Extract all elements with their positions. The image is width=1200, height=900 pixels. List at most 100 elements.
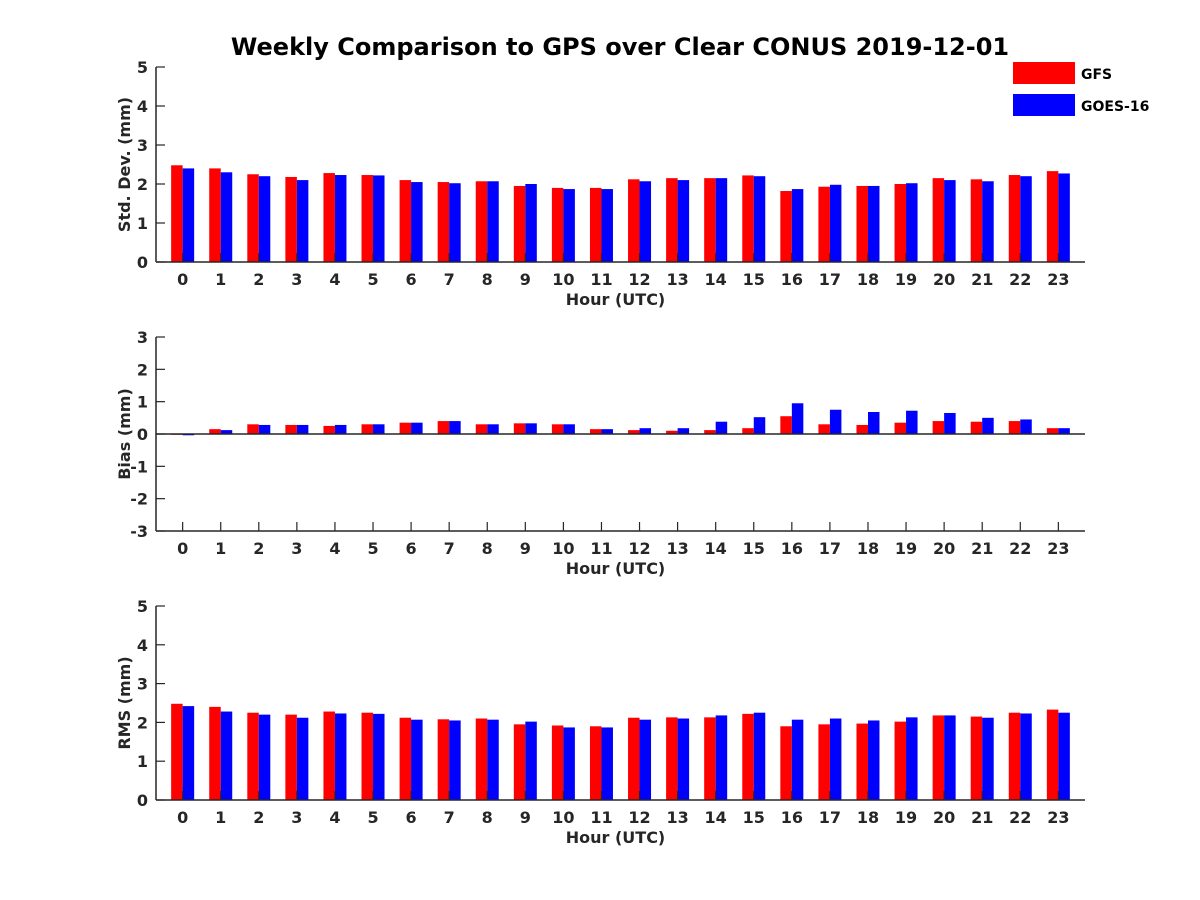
bias-bar-goes16-8 [487, 424, 499, 434]
std-dev-bar-goes16-8 [487, 181, 499, 262]
rms-bar-gfs-22 [1008, 712, 1021, 800]
std-dev-x-tick-label: 9 [520, 270, 531, 289]
rms-y-axis-label: RMS (mm) [115, 656, 134, 749]
std-dev-x-tick-label: 11 [590, 270, 612, 289]
rms-x-tick-label: 21 [971, 808, 993, 827]
rms-bar-gfs-4 [323, 711, 335, 800]
std-dev-bar-goes16-7 [449, 183, 461, 262]
bias-bar-goes16-2 [258, 424, 271, 434]
std-dev-x-tick-label: 23 [1047, 270, 1069, 289]
rms-bar-goes16-2 [258, 714, 271, 800]
bias-bar-gfs-4 [323, 425, 335, 434]
rms-x-tick-label: 13 [666, 808, 688, 827]
rms-bar-goes16-14 [715, 715, 728, 800]
rms-x-tick-label: 12 [628, 808, 650, 827]
rms-bar-gfs-0 [171, 703, 183, 800]
rms-bar-goes16-10 [563, 727, 575, 800]
std-dev-bar-gfs-7 [437, 182, 450, 262]
rms-bar-gfs-13 [666, 717, 678, 800]
bias-y-tick-label: 0 [137, 425, 148, 444]
std-dev-bar-gfs-10 [551, 187, 564, 262]
bias-bar-goes16-6 [411, 422, 423, 434]
std-dev-bar-goes16-17 [829, 184, 842, 262]
bias-bar-gfs-18 [856, 424, 868, 434]
rms-bar-gfs-9 [513, 724, 526, 800]
bias-x-tick-label: 13 [666, 539, 688, 558]
bias-y-tick-label: 1 [137, 393, 148, 412]
rms-x-tick-label: 11 [590, 808, 612, 827]
bias-x-tick-label: 17 [819, 539, 841, 558]
bias-bar-gfs-21 [970, 421, 983, 434]
rms-bar-goes16-0 [182, 706, 195, 800]
std-dev-bar-goes16-11 [601, 189, 613, 262]
rms-bar-goes16-20 [944, 715, 956, 800]
std-dev-x-tick-label: 20 [933, 270, 955, 289]
bias-bar-goes16-13 [677, 428, 690, 434]
rms-x-tick-label: 3 [291, 808, 302, 827]
std-dev-x-tick-label: 22 [1009, 270, 1031, 289]
rms-x-axis-label: Hour (UTC) [566, 828, 666, 847]
rms-bar-goes16-21 [982, 717, 994, 800]
rms-bar-goes16-17 [829, 718, 842, 800]
std-dev-bar-goes16-14 [715, 178, 728, 262]
std-dev-y-tick-label: 5 [137, 58, 148, 77]
bias-bar-gfs-23 [1046, 428, 1059, 434]
std-dev-x-tick-label: 19 [895, 270, 917, 289]
bias-y-tick-label: -2 [130, 490, 148, 509]
std-dev-y-tick-label: 3 [137, 136, 148, 155]
bias-x-tick-label: 18 [857, 539, 879, 558]
std-dev-bar-goes16-9 [525, 184, 537, 262]
std-dev-bar-goes16-18 [867, 185, 880, 262]
bias-x-tick-label: 11 [590, 539, 612, 558]
bias-bar-goes16-15 [753, 417, 766, 434]
bias-y-tick-label: -3 [130, 522, 148, 541]
std-dev-x-tick-label: 5 [367, 270, 378, 289]
rms-bar-gfs-10 [551, 725, 564, 800]
rms-bar-goes16-15 [753, 712, 766, 800]
legend-label-goes16: GOES-16 [1081, 99, 1149, 115]
std-dev-bar-gfs-13 [666, 178, 678, 262]
rms-bar-gfs-5 [361, 712, 374, 800]
std-dev-x-tick-label: 16 [781, 270, 803, 289]
rms-x-tick-label: 16 [781, 808, 803, 827]
rms-x-tick-label: 20 [933, 808, 955, 827]
rms-bar-gfs-19 [894, 721, 907, 800]
bias-x-tick-label: 6 [406, 539, 417, 558]
std-dev-bar-goes16-20 [944, 180, 956, 262]
std-dev-y-tick-label: 4 [137, 97, 148, 116]
bias-bar-goes16-22 [1020, 419, 1032, 434]
rms-y-tick-label: 1 [137, 752, 148, 771]
bias-x-tick-label: 20 [933, 539, 955, 558]
bias-bar-goes16-3 [296, 424, 309, 434]
rms-x-tick-label: 18 [857, 808, 879, 827]
rms-bar-goes16-13 [677, 718, 690, 800]
bias-bar-goes16-18 [867, 412, 880, 434]
bias-y-axis-label: Bias (mm) [115, 388, 134, 480]
rms-bar-goes16-8 [487, 719, 499, 800]
std-dev-bar-goes16-21 [982, 181, 994, 262]
bias-bar-goes16-14 [715, 421, 728, 434]
std-dev-bar-gfs-11 [589, 187, 602, 262]
std-dev-bar-gfs-19 [894, 184, 907, 262]
rms-bar-goes16-4 [334, 713, 347, 800]
std-dev-x-tick-label: 15 [743, 270, 765, 289]
bias-x-tick-label: 15 [743, 539, 765, 558]
std-dev-bar-goes16-13 [677, 180, 690, 262]
bias-bar-goes16-19 [906, 410, 918, 434]
bias-bar-goes16-11 [601, 429, 613, 434]
bias-x-tick-label: 10 [552, 539, 574, 558]
bias-bar-gfs-12 [628, 430, 640, 434]
bias-bar-goes16-23 [1058, 428, 1070, 434]
bias-x-tick-label: 4 [329, 539, 340, 558]
bias-bar-goes16-20 [944, 412, 956, 434]
std-dev-x-tick-label: 14 [705, 270, 727, 289]
std-dev-bar-goes16-6 [411, 182, 423, 262]
rms-bar-gfs-16 [780, 726, 792, 800]
legend: GFS GOES-16 [1013, 62, 1149, 116]
bias-x-tick-label: 21 [971, 539, 993, 558]
rms-bar-gfs-6 [399, 717, 412, 800]
std-dev-x-tick-label: 10 [552, 270, 574, 289]
std-dev-bar-goes16-3 [296, 180, 309, 262]
bias-bar-goes16-7 [449, 421, 461, 434]
rms-bar-gfs-11 [589, 726, 602, 800]
